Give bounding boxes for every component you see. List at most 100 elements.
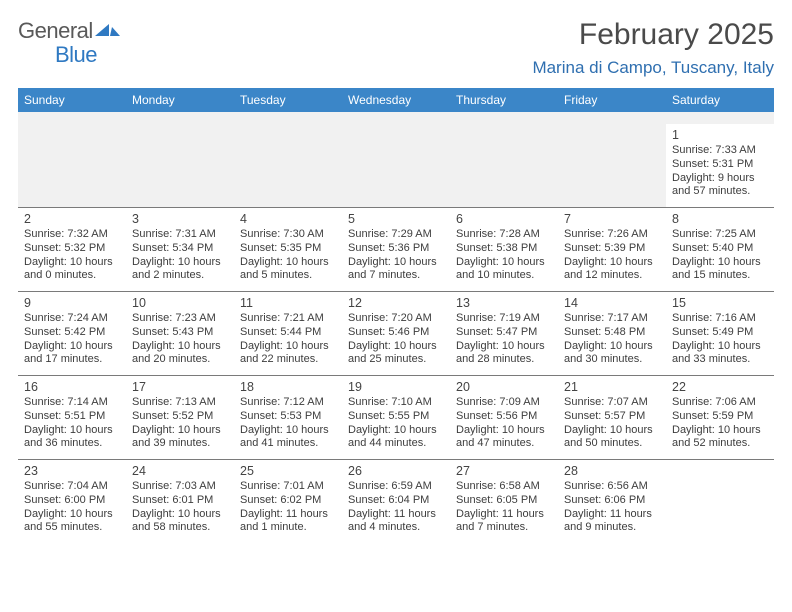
day-number: 24: [132, 464, 228, 478]
day-line: and 50 minutes.: [564, 437, 660, 451]
day-cell: 19 Sunrise: 7:10 AMSunset: 5:55 PMDayligh…: [342, 376, 450, 459]
day-number: 14: [564, 296, 660, 310]
day-line: Sunset: 5:43 PM: [132, 326, 228, 340]
day-line: Sunset: 5:35 PM: [240, 242, 336, 256]
header: General Blue February 2025 Marina di Cam…: [18, 18, 774, 78]
day-line: Sunset: 5:42 PM: [24, 326, 120, 340]
day-line: Sunset: 5:38 PM: [456, 242, 552, 256]
day-cell: 8 Sunrise: 7:25 AMSunset: 5:40 PMDaylight…: [666, 208, 774, 291]
logo-mark-icon: [95, 18, 121, 44]
day-number: 22: [672, 380, 768, 394]
calendar-page: General Blue February 2025 Marina di Cam…: [0, 0, 792, 612]
day-line: Sunset: 6:01 PM: [132, 494, 228, 508]
day-cell: 5Sunrise: 7:29 AMSunset: 5:36 PMDaylight…: [342, 208, 450, 291]
day-cell: 27Sunrise: 6:58 AMSunset: 6:05 PMDayligh…: [450, 460, 558, 543]
day-line: Daylight: 10 hours: [456, 424, 552, 438]
spacer-row: [18, 112, 774, 124]
day-line: Daylight: 11 hours: [564, 508, 660, 522]
day-cell: 2Sunrise: 7:32 AMSunset: 5:32 PMDaylight…: [18, 208, 126, 291]
day-line: Daylight: 10 hours: [564, 340, 660, 354]
day-details: Sunrise: 7:04 AMSunset: 6:00 PMDaylight:…: [24, 480, 120, 535]
day-line: and 22 minutes.: [240, 353, 336, 367]
day-line: Daylight: 10 hours: [240, 340, 336, 354]
day-line: Daylight: 10 hours: [564, 256, 660, 270]
weekday-header: Sunday: [18, 88, 126, 112]
day-details: Sunrise: 7:25 AMSunset: 5:40 PMDaylight:…: [672, 228, 768, 283]
day-cell: [666, 460, 774, 543]
day-line: Sunrise: 7:33 AM: [672, 144, 768, 158]
day-details: Sunrise: 7:31 AMSunset: 5:34 PMDaylight:…: [132, 228, 228, 283]
day-number: 20: [456, 380, 552, 394]
day-line: Sunrise: 7:24 AM: [24, 312, 120, 326]
day-number: 10: [132, 296, 228, 310]
day-details: Sunrise: 7:01 AMSunset: 6:02 PMDaylight:…: [240, 480, 336, 535]
day-details: Sunrise: 6:58 AMSunset: 6:05 PMDaylight:…: [456, 480, 552, 535]
day-line: Sunrise: 7:09 AM: [456, 396, 552, 410]
day-number: 21: [564, 380, 660, 394]
day-line: and 7 minutes.: [456, 521, 552, 535]
day-cell: 17Sunrise: 7:13 AMSunset: 5:52 PMDayligh…: [126, 376, 234, 459]
day-line: Sunrise: 7:29 AM: [348, 228, 444, 242]
day-number: 18: [240, 380, 336, 394]
day-number: 4: [240, 212, 336, 226]
day-number: 23: [24, 464, 120, 478]
weekday-header-row: Sunday Monday Tuesday Wednesday Thursday…: [18, 88, 774, 112]
day-line: Sunset: 5:44 PM: [240, 326, 336, 340]
day-line: Sunrise: 7:04 AM: [24, 480, 120, 494]
day-line: and 20 minutes.: [132, 353, 228, 367]
day-line: Sunset: 6:05 PM: [456, 494, 552, 508]
day-details: Sunrise: 7:26 AMSunset: 5:39 PMDaylight:…: [564, 228, 660, 283]
day-line: Sunset: 5:53 PM: [240, 410, 336, 424]
day-line: Sunrise: 7:19 AM: [456, 312, 552, 326]
day-cell: 14Sunrise: 7:17 AMSunset: 5:48 PMDayligh…: [558, 292, 666, 375]
day-line: Sunset: 5:48 PM: [564, 326, 660, 340]
day-line: Sunset: 5:49 PM: [672, 326, 768, 340]
day-cell: 20Sunrise: 7:09 AMSunset: 5:56 PMDayligh…: [450, 376, 558, 459]
day-line: Daylight: 10 hours: [672, 256, 768, 270]
day-cell: 26Sunrise: 6:59 AMSunset: 6:04 PMDayligh…: [342, 460, 450, 543]
day-number: 8: [672, 212, 768, 226]
day-line: Sunset: 5:55 PM: [348, 410, 444, 424]
day-details: Sunrise: 7:13 AMSunset: 5:52 PMDaylight:…: [132, 396, 228, 451]
day-details: Sunrise: 7:28 AMSunset: 5:38 PMDaylight:…: [456, 228, 552, 283]
day-details: Sunrise: 7:06 AMSunset: 5:59 PMDaylight:…: [672, 396, 768, 451]
day-line: and 7 minutes.: [348, 269, 444, 283]
day-details: Sunrise: 7:32 AMSunset: 5:32 PMDaylight:…: [24, 228, 120, 283]
day-line: and 41 minutes.: [240, 437, 336, 451]
day-line: Sunset: 5:52 PM: [132, 410, 228, 424]
day-line: and 44 minutes.: [348, 437, 444, 451]
day-line: Sunrise: 7:13 AM: [132, 396, 228, 410]
day-details: Sunrise: 7:30 AMSunset: 5:35 PMDaylight:…: [240, 228, 336, 283]
week-row: 16Sunrise: 7:14 AMSunset: 5:51 PMDayligh…: [18, 375, 774, 459]
day-number: 19: [348, 380, 444, 394]
day-cell: 24Sunrise: 7:03 AMSunset: 6:01 PMDayligh…: [126, 460, 234, 543]
day-line: Sunrise: 7:32 AM: [24, 228, 120, 242]
day-number: 13: [456, 296, 552, 310]
day-cell: 9Sunrise: 7:24 AMSunset: 5:42 PMDaylight…: [18, 292, 126, 375]
day-cell: 21Sunrise: 7:07 AMSunset: 5:57 PMDayligh…: [558, 376, 666, 459]
day-line: Sunrise: 6:56 AM: [564, 480, 660, 494]
week-row: 1Sunrise: 7:33 AMSunset: 5:31 PMDaylight…: [18, 124, 774, 207]
day-line: Sunset: 5:34 PM: [132, 242, 228, 256]
day-details: Sunrise: 7:33 AMSunset: 5:31 PMDaylight:…: [672, 144, 768, 199]
day-line: Sunrise: 6:59 AM: [348, 480, 444, 494]
weekday-header: Saturday: [666, 88, 774, 112]
day-cell: 6 Sunrise: 7:28 AMSunset: 5:38 PMDaylight…: [450, 208, 558, 291]
day-cell: 15Sunrise: 7:16 AMSunset: 5:49 PMDayligh…: [666, 292, 774, 375]
day-line: Sunrise: 7:03 AM: [132, 480, 228, 494]
day-line: Sunrise: 7:25 AM: [672, 228, 768, 242]
day-line: Daylight: 10 hours: [672, 424, 768, 438]
day-number: 6: [456, 212, 552, 226]
day-line: Sunrise: 6:58 AM: [456, 480, 552, 494]
day-line: Sunrise: 7:07 AM: [564, 396, 660, 410]
day-details: Sunrise: 7:23 AMSunset: 5:43 PMDaylight:…: [132, 312, 228, 367]
day-line: Sunset: 5:32 PM: [24, 242, 120, 256]
day-details: Sunrise: 7:19 AMSunset: 5:47 PMDaylight:…: [456, 312, 552, 367]
day-details: Sunrise: 7:10 AMSunset: 5:55 PMDaylight:…: [348, 396, 444, 451]
weekday-header: Tuesday: [234, 88, 342, 112]
day-cell: 23 Sunrise: 7:04 AMSunset: 6:00 PMDayligh…: [18, 460, 126, 543]
day-line: Daylight: 10 hours: [132, 256, 228, 270]
day-cell: 3Sunrise: 7:31 AMSunset: 5:34 PMDaylight…: [126, 208, 234, 291]
day-line: Sunrise: 7:28 AM: [456, 228, 552, 242]
day-number: 7: [564, 212, 660, 226]
